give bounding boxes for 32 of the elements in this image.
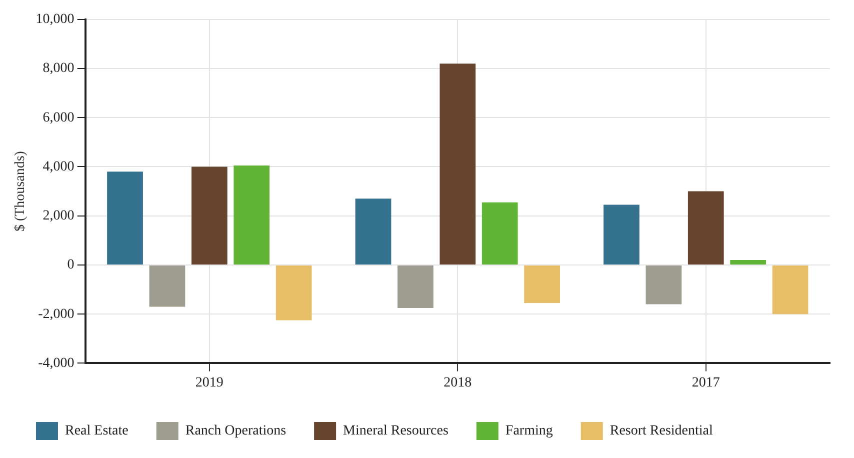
x-tick-label: 2017 xyxy=(692,375,720,390)
y-tick-label: 4,000 xyxy=(42,159,74,174)
bar xyxy=(482,202,518,264)
bar xyxy=(149,265,186,307)
y-tick-label: 2,000 xyxy=(42,208,74,224)
bar xyxy=(688,191,724,264)
bar xyxy=(355,198,392,264)
y-tick-label: 0 xyxy=(67,258,74,273)
x-tick-label: 2018 xyxy=(444,375,472,390)
bar xyxy=(772,265,808,314)
y-tick-label: 10,000 xyxy=(36,12,74,28)
legend-label: Resort Residential xyxy=(610,424,713,439)
legend-label: Mineral Resources xyxy=(343,424,448,439)
y-axis-title: $ (Thousands) xyxy=(13,150,28,232)
bar xyxy=(524,265,560,304)
legend-label: Farming xyxy=(505,424,553,439)
bar xyxy=(730,260,766,264)
bar xyxy=(276,265,312,320)
bar xyxy=(440,64,476,264)
bar xyxy=(604,204,640,264)
y-tick-label: -4,000 xyxy=(38,356,74,371)
y-tick-label: 6,000 xyxy=(42,110,74,126)
y-tick-label: -2,000 xyxy=(38,306,74,322)
bar xyxy=(191,166,228,264)
bar xyxy=(234,166,270,264)
legend-label: Ranch Operations xyxy=(185,424,286,439)
bar xyxy=(107,172,143,264)
y-tick-label: 8,000 xyxy=(42,61,74,76)
legend-label: Real Estate xyxy=(65,424,128,439)
bar xyxy=(398,265,434,308)
x-tick-label: 2019 xyxy=(195,375,224,390)
bar xyxy=(646,265,682,304)
